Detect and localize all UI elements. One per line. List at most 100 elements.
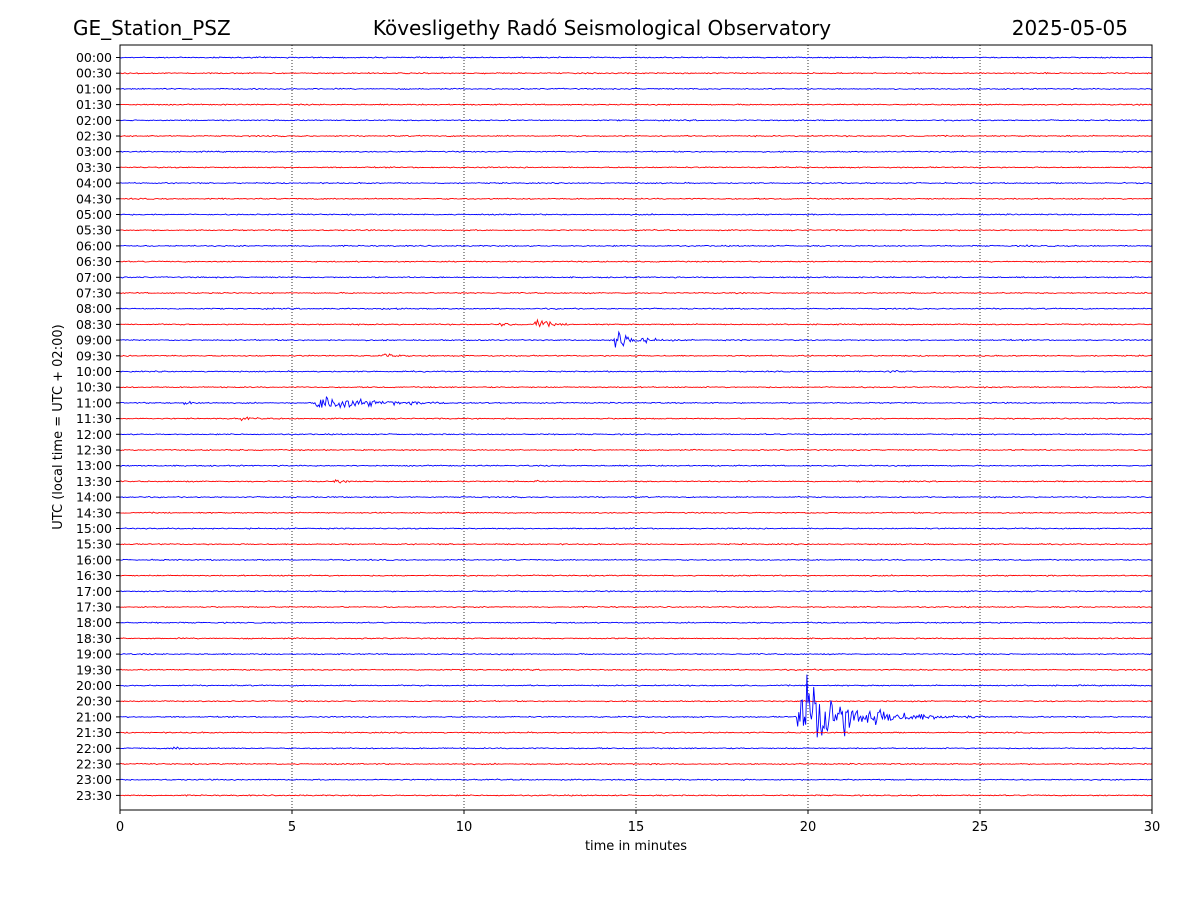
station-title: GE_Station_PSZ [73, 16, 231, 40]
y-tick-label: 15:00 [76, 521, 112, 536]
y-tick-label: 03:00 [76, 144, 112, 159]
trace-0430 [119, 197, 1153, 200]
x-tick-label: 25 [972, 820, 989, 835]
trace-2030 [119, 699, 1153, 703]
y-tick-label: 01:30 [76, 97, 112, 112]
y-tick-label: 13:00 [76, 458, 112, 473]
trace-1000 [119, 370, 1153, 374]
x-tick-label: 30 [1144, 820, 1161, 835]
y-axis-ticks: 00:0000:3001:0001:3002:0002:3003:0003:30… [76, 50, 120, 803]
trace-0930 [119, 353, 1153, 358]
y-tick-label: 00:00 [76, 50, 112, 65]
trace-2230 [119, 762, 1153, 766]
y-tick-label: 11:30 [76, 411, 112, 426]
y-tick-label: 17:30 [76, 600, 112, 615]
y-tick-label: 17:00 [76, 584, 112, 599]
y-tick-label: 18:00 [76, 615, 112, 630]
trace-1330 [119, 479, 1153, 484]
trace-1430 [119, 511, 1153, 515]
trace-1900 [119, 652, 1153, 656]
trace-0000 [119, 56, 1153, 59]
trace-1130 [119, 416, 1153, 422]
y-tick-label: 09:00 [76, 333, 112, 348]
y-tick-label: 14:00 [76, 490, 112, 505]
trace-0300 [119, 150, 1153, 153]
y-tick-label: 11:00 [76, 395, 112, 410]
trace-1700 [119, 590, 1153, 593]
traces [119, 56, 1153, 797]
y-tick-label: 19:30 [76, 662, 112, 677]
y-tick-label: 20:00 [76, 678, 112, 693]
trace-0900 [119, 330, 1153, 348]
trace-2100 [119, 674, 1153, 738]
y-tick-label: 21:00 [76, 709, 112, 724]
y-tick-label: 02:00 [76, 113, 112, 128]
y-tick-label: 10:00 [76, 364, 112, 379]
date-title: 2025-05-05 [1011, 16, 1128, 40]
y-tick-label: 00:30 [76, 66, 112, 81]
x-tick-label: 15 [628, 820, 645, 835]
trace-1300 [119, 464, 1153, 467]
trace-0700 [119, 276, 1153, 279]
trace-0400 [119, 181, 1153, 185]
trace-1500 [119, 527, 1153, 530]
y-tick-label: 22:30 [76, 757, 112, 772]
y-tick-label: 18:30 [76, 631, 112, 646]
y-tick-label: 23:30 [76, 788, 112, 803]
y-tick-label: 21:30 [76, 725, 112, 740]
trace-2000 [119, 684, 1153, 687]
y-tick-label: 12:30 [76, 443, 112, 458]
y-tick-label: 02:30 [76, 129, 112, 144]
y-tick-label: 10:30 [76, 380, 112, 395]
x-tick-label: 10 [456, 820, 473, 835]
y-tick-label: 16:00 [76, 552, 112, 567]
trace-2300 [119, 778, 1153, 782]
trace-0630 [119, 260, 1153, 263]
trace-0030 [119, 71, 1153, 75]
trace-1230 [119, 448, 1153, 452]
y-tick-label: 08:00 [76, 301, 112, 316]
y-tick-label: 15:30 [76, 537, 112, 552]
y-tick-label: 23:00 [76, 772, 112, 787]
y-tick-label: 07:00 [76, 270, 112, 285]
trace-1030 [119, 385, 1153, 389]
y-tick-label: 08:30 [76, 317, 112, 332]
y-tick-label: 03:30 [76, 160, 112, 175]
trace-0800 [119, 307, 1153, 311]
y-tick-label: 22:00 [76, 741, 112, 756]
trace-1800 [119, 621, 1153, 624]
trace-0130 [119, 103, 1152, 106]
y-tick-label: 20:30 [76, 694, 112, 709]
trace-1630 [119, 574, 1153, 577]
trace-0500 [119, 213, 1153, 216]
y-tick-label: 04:00 [76, 176, 112, 191]
trace-1600 [119, 558, 1153, 562]
trace-2130 [119, 731, 1153, 734]
y-tick-label: 16:30 [76, 568, 112, 583]
x-tick-label: 5 [288, 820, 296, 835]
y-tick-label: 14:30 [76, 505, 112, 520]
trace-0200 [119, 118, 1153, 122]
x-tick-label: 20 [800, 820, 817, 835]
y-tick-label: 12:00 [76, 427, 112, 442]
chart-title: Kövesligethy Radó Seismological Observat… [372, 16, 832, 40]
trace-0600 [119, 244, 1153, 248]
trace-1100 [119, 395, 1153, 410]
trace-2200 [119, 746, 1153, 750]
y-tick-label: 13:30 [76, 474, 112, 489]
trace-1930 [119, 668, 1153, 672]
x-tick-label: 0 [116, 820, 124, 835]
trace-1530 [119, 542, 1153, 546]
y-tick-label: 06:00 [76, 238, 112, 253]
x-axis-ticks: 0 5 10 15 20 25 30 [116, 810, 1160, 835]
y-tick-label: 07:30 [76, 286, 112, 301]
trace-2330 [119, 794, 1153, 797]
x-axis-label: time in minutes [585, 839, 687, 854]
y-tick-label: 09:30 [76, 348, 112, 363]
trace-0530 [119, 228, 1153, 232]
trace-1830 [119, 637, 1153, 640]
trace-1400 [119, 495, 1153, 499]
trace-0830 [119, 318, 1153, 328]
trace-0100 [119, 87, 1153, 91]
